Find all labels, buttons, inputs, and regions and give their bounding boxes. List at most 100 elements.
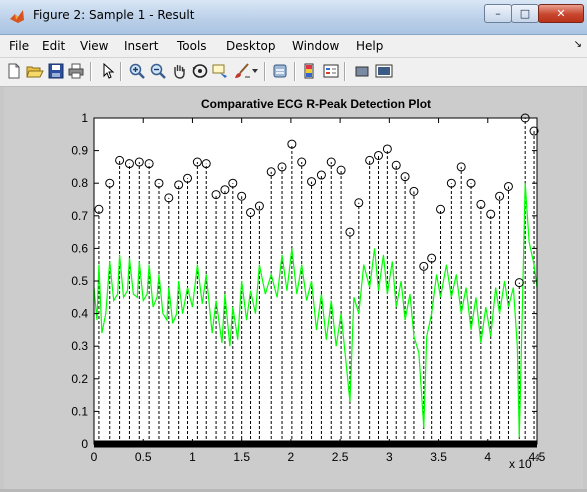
peak-marker (277, 162, 287, 172)
x-tick-label: 2 (288, 450, 295, 464)
peak-marker (211, 190, 221, 200)
menu-overflow-icon[interactable]: ↘ (573, 39, 582, 50)
pan-icon[interactable] (169, 61, 189, 81)
show-plot-tools-icon[interactable] (374, 61, 394, 81)
brush-dropdown-icon[interactable] (250, 61, 260, 81)
peak-marker (220, 185, 230, 195)
peak-marker (446, 178, 456, 188)
minimize-button[interactable]: – (484, 4, 512, 23)
save-icon[interactable] (46, 61, 66, 81)
close-button[interactable]: ✕ (538, 4, 584, 23)
ecg-signal-line (93, 183, 538, 438)
peak-marker (115, 155, 125, 165)
y-tick-label: 0.6 (71, 241, 88, 255)
y-tick-label: 0.8 (71, 176, 88, 190)
peak-marker (409, 186, 419, 196)
y-tick-label: 0.7 (71, 209, 88, 223)
x-tick-label: 0 (91, 450, 98, 464)
menu-tools[interactable]: Tools (177, 39, 207, 53)
window-bottom-edge (0, 489, 587, 492)
x-tick-label: 0.5 (135, 450, 152, 464)
y-tick-label: 0 (81, 437, 88, 451)
menu-view[interactable]: View (80, 39, 109, 53)
window-title: Figure 2: Sample 1 - Result (33, 8, 195, 22)
menu-help[interactable]: Help (356, 39, 384, 53)
y-tick-label: 0.3 (71, 339, 88, 353)
peak-markers (94, 113, 539, 288)
x-tick-label: 4.5 (529, 450, 546, 464)
x-tick-label: 2.5 (332, 450, 349, 464)
open-file-icon[interactable] (25, 61, 45, 81)
menu-window[interactable]: Window (292, 39, 340, 53)
peak-marker (144, 159, 154, 169)
menu-edit[interactable]: Edit (42, 39, 66, 53)
peak-marker (237, 191, 247, 201)
peak-marker (254, 201, 264, 211)
peak-marker (297, 157, 307, 167)
zoom-in-icon[interactable] (127, 61, 147, 81)
peak-marker (374, 150, 384, 160)
close-icon: ✕ (556, 7, 566, 20)
peak-marker (228, 178, 238, 188)
brush-icon[interactable] (232, 61, 252, 81)
x-exponent-power: 4 (535, 453, 540, 462)
toolbar-separator (90, 62, 92, 81)
peak-marker (174, 180, 184, 190)
peak-marker (466, 178, 476, 188)
toolbar-separator (264, 62, 266, 81)
x-tick-label: 1.5 (233, 450, 250, 464)
axes-background (94, 118, 537, 444)
toolbar-separator (120, 62, 122, 81)
chart-title: Comparative ECG R-Peak Detection Plot (201, 97, 431, 111)
toolbar-separator (294, 62, 296, 81)
zoom-out-icon[interactable] (148, 61, 168, 81)
peak-marker (326, 157, 336, 167)
peak-marker (287, 139, 297, 149)
hide-plot-tools-icon[interactable] (352, 61, 372, 81)
x-tick-label: 1 (189, 450, 196, 464)
figure-toolbar (0, 58, 587, 87)
peak-marker (419, 261, 429, 271)
link-icon[interactable] (270, 61, 290, 81)
peak-marker (503, 181, 513, 191)
peak-marker (307, 177, 317, 187)
peak-marker (336, 165, 346, 175)
x-tick-label: 4 (484, 450, 491, 464)
data-cursor-icon[interactable] (211, 61, 231, 81)
axis-ticks: 0 0.1 0.2 0.3 0.4 0.5 0.6 0.7 0.8 0.9 1 0 0.5 1 1.5 2 2.… (71, 111, 545, 464)
y-tick-label: 0.4 (71, 307, 88, 321)
pointer-icon[interactable] (98, 61, 118, 81)
peak-marker (105, 178, 115, 188)
chart: Comparative ECG R-Peak Detection Plot 00… (71, 97, 545, 471)
peak-marker (246, 208, 256, 218)
title-bar[interactable]: Figure 2: Sample 1 - Result – □ ✕ (0, 0, 587, 35)
colorbar-icon[interactable] (300, 61, 320, 81)
peak-marker (436, 204, 446, 214)
legend-icon[interactable] (321, 61, 341, 81)
peak-marker (514, 278, 524, 288)
peak-marker (400, 172, 410, 182)
peak-marker (495, 191, 505, 201)
peak-marker (316, 170, 326, 180)
menu-file[interactable]: File (9, 39, 30, 53)
x-exponent-label: x 10 (509, 457, 532, 471)
rotate-3d-icon[interactable] (190, 61, 210, 81)
y-tick-label: 0.5 (71, 274, 88, 288)
peak-marker (134, 157, 144, 167)
peak-marker (201, 159, 211, 169)
menu-desktop[interactable]: Desktop (226, 39, 276, 53)
new-figure-icon[interactable] (4, 61, 24, 81)
peak-marker (94, 204, 104, 214)
print-icon[interactable] (66, 61, 86, 81)
maximize-button[interactable]: □ (511, 4, 539, 23)
peak-marker (354, 198, 364, 208)
peak-marker (476, 199, 486, 209)
menu-insert[interactable]: Insert (124, 39, 159, 53)
y-tick-label: 0.1 (71, 404, 88, 418)
peak-marker (382, 144, 392, 154)
toolbar-separator (344, 62, 346, 81)
x-tick-label: 3 (386, 450, 393, 464)
peak-marker (124, 159, 134, 169)
